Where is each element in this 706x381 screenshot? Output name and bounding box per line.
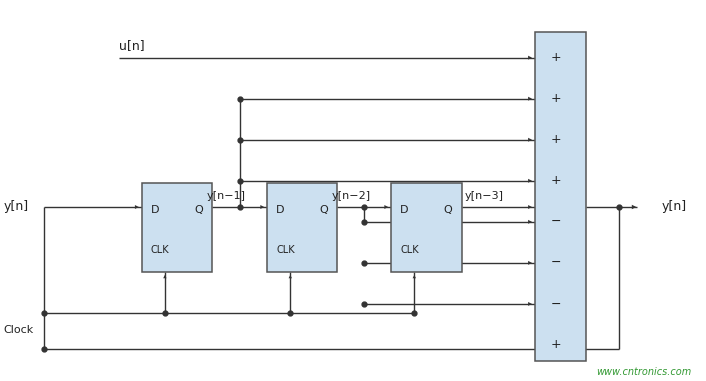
Text: D: D (276, 205, 285, 215)
Text: Q: Q (320, 205, 328, 215)
Text: +: + (551, 133, 561, 146)
Text: D: D (151, 205, 160, 215)
Text: D: D (400, 205, 409, 215)
Text: www.cntronics.com: www.cntronics.com (596, 367, 691, 376)
Text: y[n−3]: y[n−3] (465, 191, 504, 202)
Text: Clock: Clock (4, 325, 34, 335)
Text: +: + (551, 51, 561, 64)
Text: Q: Q (443, 205, 453, 215)
Text: CLK: CLK (151, 245, 169, 255)
Bar (534, 32, 585, 360)
Text: u[n]: u[n] (119, 39, 145, 52)
Bar (142, 183, 212, 272)
Text: CLK: CLK (400, 245, 419, 255)
Bar (391, 183, 462, 272)
Text: y[n]: y[n] (662, 200, 687, 213)
Text: Q: Q (194, 205, 203, 215)
Text: y[n]: y[n] (4, 200, 29, 213)
Text: −: − (551, 256, 561, 269)
Text: CLK: CLK (276, 245, 295, 255)
Text: y[n−2]: y[n−2] (331, 191, 371, 202)
Text: −: − (551, 298, 561, 311)
Text: +: + (551, 338, 561, 351)
Text: +: + (551, 174, 561, 187)
Text: y[n−1]: y[n−1] (206, 191, 245, 202)
Text: −: − (551, 215, 561, 228)
Bar (267, 183, 337, 272)
Text: +: + (551, 92, 561, 105)
